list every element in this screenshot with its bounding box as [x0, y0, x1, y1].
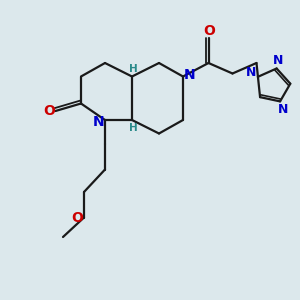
- Text: H: H: [129, 64, 138, 74]
- Text: N: N: [184, 68, 195, 82]
- Text: N: N: [273, 54, 284, 67]
- Text: H: H: [129, 123, 138, 133]
- Text: N: N: [245, 66, 256, 79]
- Text: O: O: [43, 104, 55, 118]
- Text: N: N: [278, 103, 289, 116]
- Text: N: N: [93, 115, 104, 128]
- Text: O: O: [71, 211, 83, 224]
- Text: O: O: [203, 24, 215, 38]
